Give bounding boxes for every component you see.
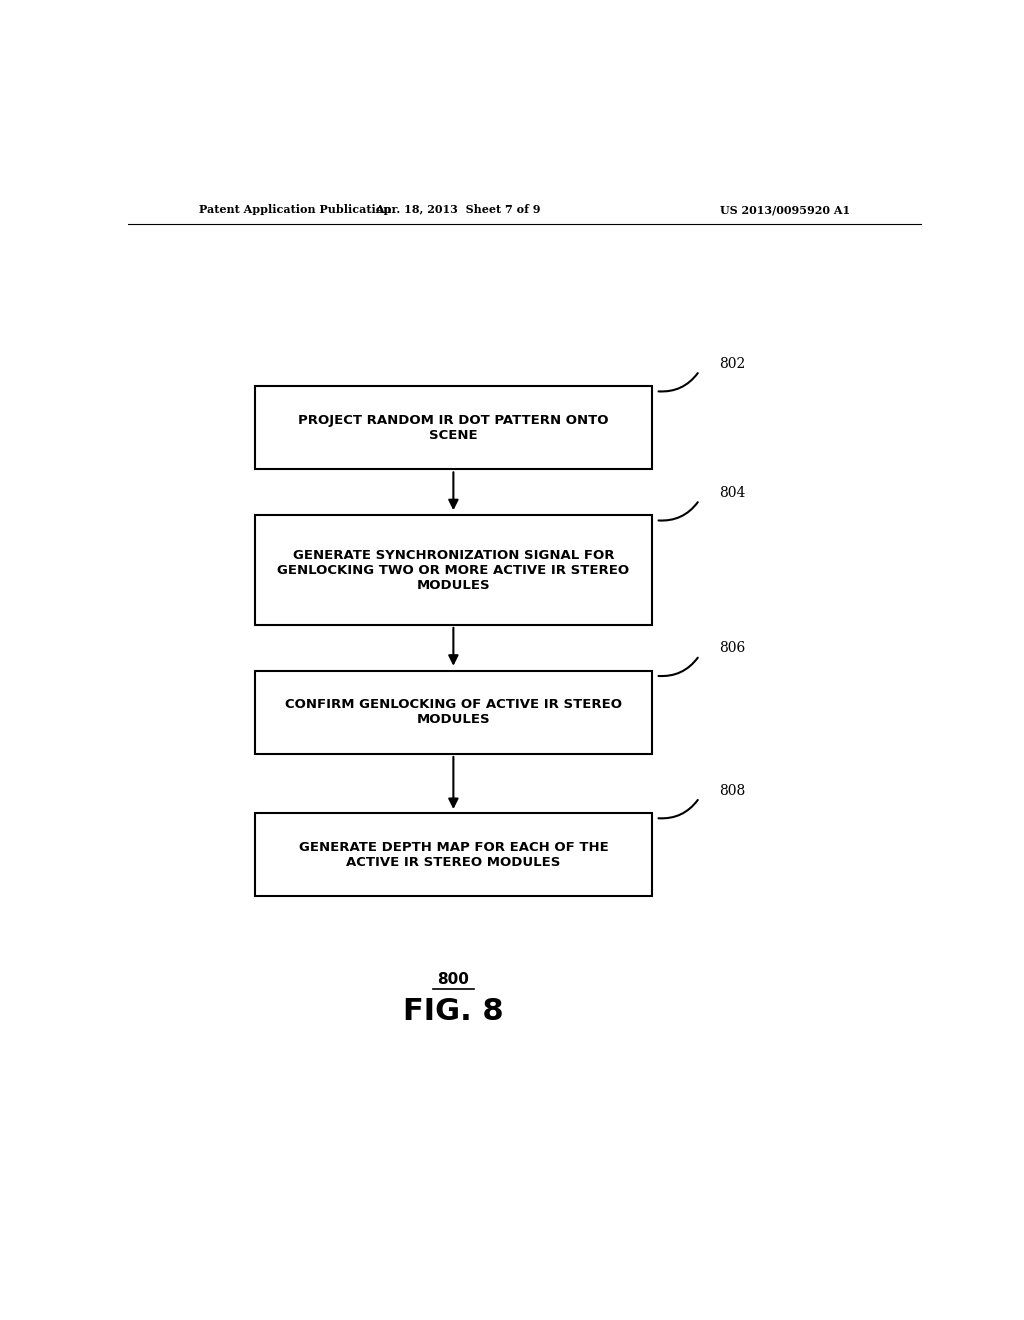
FancyBboxPatch shape	[255, 671, 651, 754]
FancyBboxPatch shape	[255, 515, 651, 624]
Text: 800: 800	[437, 972, 469, 987]
Text: Apr. 18, 2013  Sheet 7 of 9: Apr. 18, 2013 Sheet 7 of 9	[375, 205, 540, 215]
Text: GENERATE SYNCHRONIZATION SIGNAL FOR
GENLOCKING TWO OR MORE ACTIVE IR STEREO
MODU: GENERATE SYNCHRONIZATION SIGNAL FOR GENL…	[278, 549, 630, 591]
Text: PROJECT RANDOM IR DOT PATTERN ONTO
SCENE: PROJECT RANDOM IR DOT PATTERN ONTO SCENE	[298, 413, 608, 442]
Text: US 2013/0095920 A1: US 2013/0095920 A1	[720, 205, 850, 215]
FancyBboxPatch shape	[255, 813, 651, 896]
Text: 802: 802	[719, 356, 745, 371]
Text: 808: 808	[719, 784, 745, 797]
FancyBboxPatch shape	[255, 385, 651, 470]
Text: 806: 806	[719, 642, 745, 655]
Text: 804: 804	[719, 486, 745, 500]
Text: Patent Application Publication: Patent Application Publication	[200, 205, 392, 215]
Text: FIG. 8: FIG. 8	[403, 997, 504, 1026]
Text: GENERATE DEPTH MAP FOR EACH OF THE
ACTIVE IR STEREO MODULES: GENERATE DEPTH MAP FOR EACH OF THE ACTIV…	[299, 841, 608, 869]
Text: CONFIRM GENLOCKING OF ACTIVE IR STEREO
MODULES: CONFIRM GENLOCKING OF ACTIVE IR STEREO M…	[285, 698, 622, 726]
